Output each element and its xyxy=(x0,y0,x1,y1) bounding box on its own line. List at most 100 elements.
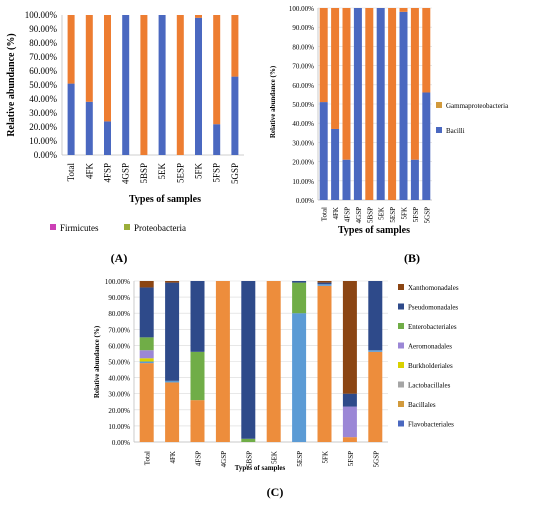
chart-c-bar-5ek-bacillales xyxy=(266,281,281,442)
chart-a-bar-5esp-proteobacteria xyxy=(176,15,184,155)
chart-a-panel-label: (A) xyxy=(111,251,128,265)
chart-c-xtick-label: 5FK xyxy=(322,451,330,463)
chart-a-ytick-label: 40.00% xyxy=(29,94,57,104)
chart-a-xtick-label: 4GSP xyxy=(121,163,131,184)
chart-b-xtick-label: 5ESP xyxy=(389,207,397,223)
chart-a-bar-5fsp-proteobacteria xyxy=(213,15,221,125)
chart-c-ytick-label: 20.00% xyxy=(108,407,130,415)
chart-b-legend-swatch-0 xyxy=(436,102,442,108)
chart-b-legend-swatch-1 xyxy=(436,127,442,133)
chart-a-bar-5fk-proteobacteria xyxy=(195,15,202,18)
chart-c-bar-total-burkholderiales xyxy=(139,358,154,362)
chart-a-bar-4fsp-firmicutes xyxy=(104,121,111,155)
chart-c-bar-5fk-pseudomonadales xyxy=(317,282,332,285)
chart-a-bar-5fk-firmicutes xyxy=(195,17,202,155)
chart-b-legend-label-1: Bacilli xyxy=(446,127,465,135)
chart-b-xtick-label: Total xyxy=(321,207,329,221)
chart-c-legend-swatch-pseudomonadales xyxy=(398,303,404,310)
chart-c-xtick-label: 4FSP xyxy=(195,451,203,466)
chart-a-bar-4fk-proteobacteria xyxy=(85,15,93,102)
chart-c-legend-label-bacillales: Bacillales xyxy=(408,401,436,409)
chart-c-xtick-label: 5GSP xyxy=(372,451,380,467)
chart-c-bar-5fsp-pseudomonadales xyxy=(342,393,357,407)
chart-c-legend: Xanthomonadales Pseudomonadales Enterobact… xyxy=(398,284,459,429)
chart-c-bar-5gsp-bacillales xyxy=(368,351,383,442)
chart-c-bar-4fsp-enterobacteriales xyxy=(190,351,205,401)
chart-c-xtick-label: 5EK xyxy=(271,451,279,464)
chart-panel-c: 0.00% 10.00% 20.00% 30.00% 40.00% 50.00% 60.00… xyxy=(93,278,459,499)
chart-a-ytick-label: 0.00% xyxy=(34,150,58,160)
chart-a-ytick-label: 30.00% xyxy=(29,108,57,118)
chart-a-bar-5gsp-proteobacteria xyxy=(231,15,239,77)
chart-c-ytick-label: 80.00% xyxy=(108,310,130,318)
chart-a-ytick-label: 80.00% xyxy=(29,38,57,48)
chart-c-bar-5fk-lactobacillales xyxy=(317,284,332,286)
chart-c-legend-label-xanthomonadales: Xanthomonadales xyxy=(408,284,459,292)
chart-b-xtick-label: 5BSP xyxy=(366,207,374,223)
chart-c-xtick-label: Total xyxy=(144,451,152,465)
chart-c-bar-4fk-bacillales xyxy=(165,382,180,442)
chart-b-legend-label-0: Gammaproteobacteria xyxy=(446,102,509,110)
chart-a-bar-4fsp-proteobacteria xyxy=(104,15,111,122)
chart-a-xtick-label: 5BSP xyxy=(139,163,149,184)
chart-a-xtick-label: Total xyxy=(66,163,76,182)
chart-b-panel-label: (B) xyxy=(404,251,420,265)
chart-b-bar-4fk-gammaproteobacteria xyxy=(331,8,340,129)
chart-b-xtick-label: 4GSP xyxy=(355,207,363,223)
chart-c-bar-5bsp-enterobacteriales xyxy=(241,438,256,442)
chart-c-bar-4fk-pseudomonadales xyxy=(165,282,180,381)
chart-c-legend-swatch-flavobacteriales xyxy=(398,420,404,427)
chart-c-bar-5fsp-aeromonadales xyxy=(342,406,357,438)
chart-c-ytick-label: 60.00% xyxy=(108,342,130,350)
chart-a-xtick-label: 5ESP xyxy=(175,163,185,183)
chart-b-bar-4fk-bacilli xyxy=(331,128,340,200)
chart-a-xtick-label: 5FK xyxy=(194,163,204,180)
chart-a-xtick-label: 5GSP xyxy=(230,163,240,184)
chart-b-ytick-label: 0.00% xyxy=(296,197,314,205)
chart-b-xtick-label: 4FK xyxy=(332,207,340,219)
chart-c-ytick-label: 0.00% xyxy=(112,439,130,447)
chart-b-xtick-label: 5FSP xyxy=(412,207,420,222)
chart-b-bar-4fsp-bacilli xyxy=(342,159,351,200)
chart-c-legend-swatch-bacillales xyxy=(398,401,404,407)
chart-c-bar-5esp-pseudomonadales xyxy=(292,281,307,283)
chart-a-bar-total-firmicutes xyxy=(67,83,75,155)
chart-c-bar-5gsp-pseudomonadales xyxy=(368,281,383,351)
chart-a-xtick-label: 4FSP xyxy=(103,163,113,183)
chart-c-xlabel: Types of samples xyxy=(235,464,286,472)
chart-c-legend-swatch-aeromonadales xyxy=(398,342,404,349)
chart-a-xlabel: Types of samples xyxy=(129,194,201,205)
chart-c-legend-label-aeromonadales: Aeromonadales xyxy=(408,343,452,351)
chart-c-ytick-label: 30.00% xyxy=(108,391,130,399)
chart-b-ytick-label: 50.00% xyxy=(292,101,314,109)
chart-b-ytick-label: 90.00% xyxy=(292,24,314,32)
chart-c-ytick-label: 100.00% xyxy=(105,278,130,286)
chart-c-bar-5fk-xanthomonadales xyxy=(317,281,332,283)
chart-c-bar-5bsp-pseudomonadales xyxy=(241,281,256,439)
chart-c-bar-4gsp-bacillales xyxy=(215,281,230,442)
chart-b-ytick-label: 30.00% xyxy=(292,139,314,147)
chart-c-bar-total-bacillales xyxy=(139,363,154,442)
chart-c-ytick-label: 50.00% xyxy=(108,359,130,367)
chart-a-xtick-label: 5EK xyxy=(157,163,167,180)
chart-a-xtick-label: 5FSP xyxy=(212,163,222,183)
chart-c-bar-total-aeromonadales xyxy=(139,350,154,359)
chart-a-legend-swatch-0 xyxy=(50,224,56,230)
chart-c-bar-total-xanthomonadales xyxy=(139,281,154,288)
chart-b-ylabel: Relative abundance (%) xyxy=(269,65,277,138)
chart-a-ytick-label: 100.00% xyxy=(25,10,58,20)
chart-c-xtick-label: 4GSP xyxy=(220,451,228,467)
chart-b-bar-5fsp-gammaproteobacteria xyxy=(410,8,419,160)
chart-b-bar-5fsp-bacilli xyxy=(410,159,419,200)
chart-panel-a: 0.00% 10.00% 20.00% 30.00% 40.00% 50.00% 60.00… xyxy=(6,10,244,265)
chart-c-bar-5fsp-bacillales xyxy=(342,437,357,442)
chart-b-ytick-label: 60.00% xyxy=(292,82,314,90)
chart-b-ytick-label: 80.00% xyxy=(292,43,314,51)
chart-b-xlabel: Types of samples xyxy=(338,225,410,236)
chart-a-xtick-label: 4FK xyxy=(84,163,94,180)
chart-c-xtick-label: 5FSP xyxy=(347,451,355,466)
chart-a-ytick-label: 70.00% xyxy=(29,52,57,62)
chart-c-bar-5esp-lactobacillales xyxy=(292,313,307,442)
chart-b-bar-total-gammaproteobacteria xyxy=(319,8,328,103)
chart-c-bar-total-enterobacteriales xyxy=(139,337,154,351)
